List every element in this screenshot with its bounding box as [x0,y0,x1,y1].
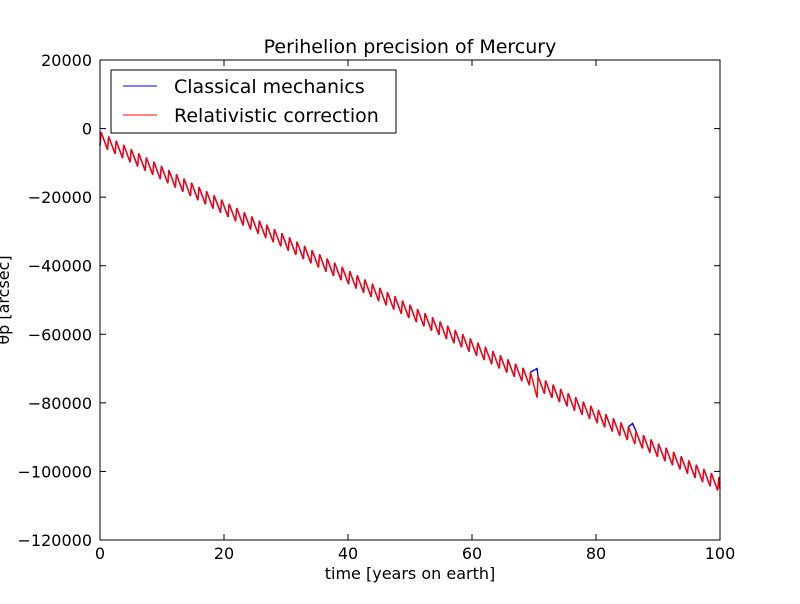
x-tick-label: 100 [705,544,736,563]
x-tick-label: 20 [214,544,234,563]
x-axis-label: time [years on earth] [325,564,496,583]
y-tick-label: −40000 [28,257,92,276]
y-tick-label: −80000 [28,394,92,413]
axes-frame [99,59,721,541]
x-tick-label: 0 [95,544,105,563]
x-tick-label: 60 [462,544,482,563]
x-tick-label: 80 [586,544,606,563]
x-tick-label: 40 [338,544,358,563]
y-tick-label: −120000 [18,531,92,550]
legend-box [110,69,397,134]
tick-layer: 0 20 40 60 80 100 20000 0 −20000 −40000 −60000 −800… [18,51,736,563]
legend: Classical mechanics Relativistic correct… [110,69,397,134]
legend-label-relativistic: Relativistic correction [174,105,379,127]
chart-title: Perihelion precision of Mercury [264,36,557,58]
y-tick-label: −60000 [28,325,92,344]
legend-label-classical: Classical mechanics [174,76,365,98]
series-line-relativistic [99,132,721,491]
y-tick-label: −100000 [18,462,92,481]
y-tick-label: 0 [82,120,92,139]
y-axis-label: θp [arcsec] [0,255,13,344]
plot-layer [99,132,721,491]
y-tick-label: 20000 [41,51,92,70]
y-tick-label: −20000 [28,188,92,207]
